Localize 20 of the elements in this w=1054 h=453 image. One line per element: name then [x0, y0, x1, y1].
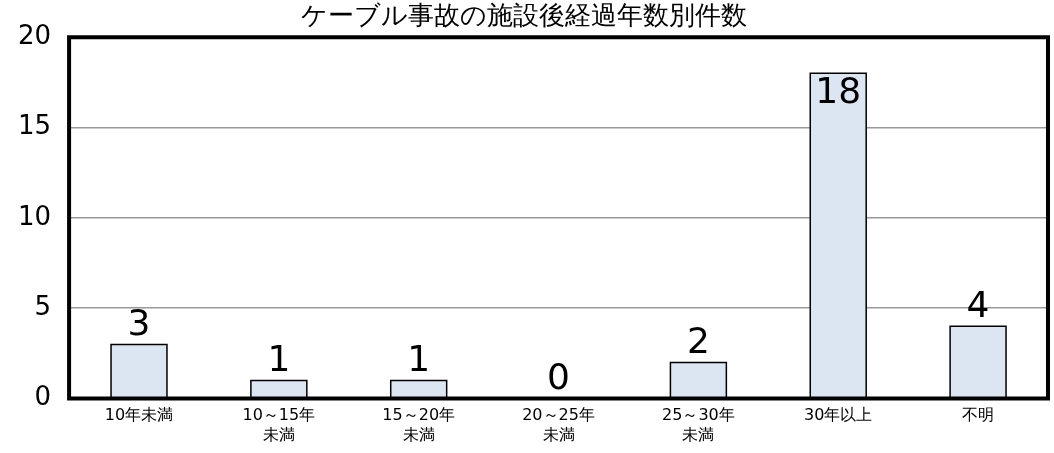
- y-tick-label: 15: [17, 110, 52, 141]
- x-tick-label: 25～30年未満: [662, 405, 735, 444]
- data-label: 18: [815, 69, 862, 111]
- x-tick-label: 10～15年未満: [242, 405, 316, 444]
- x-tick-label: 10年未満: [104, 405, 174, 425]
- data-label: 3: [127, 301, 151, 343]
- data-label: 1: [267, 337, 291, 379]
- data-label: 2: [686, 319, 710, 361]
- x-tick-label: 15～20年未満: [382, 405, 456, 444]
- y-tick-label: 20: [17, 19, 52, 50]
- y-tick-label: 0: [34, 381, 52, 412]
- data-label: 1: [407, 337, 431, 379]
- x-tick-label: 30年以上: [804, 405, 873, 425]
- y-tick-label: 5: [34, 291, 52, 321]
- x-tick-label: 20～25年未満: [522, 405, 595, 444]
- chart-title: ケーブル事故の施設後経過年数別件数: [301, 0, 747, 31]
- data-label: 0: [547, 355, 570, 397]
- y-tick-label: 10: [17, 200, 52, 231]
- x-tick-label: 不明: [962, 405, 995, 425]
- data-label: 4: [966, 283, 990, 325]
